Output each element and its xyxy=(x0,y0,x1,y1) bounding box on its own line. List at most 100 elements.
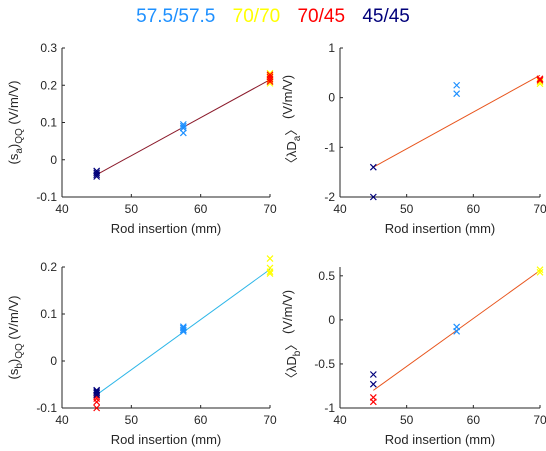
data-point xyxy=(369,163,377,171)
y-axis-label-part: (s xyxy=(6,368,21,379)
y-axis-label-part: 〈λD xyxy=(284,356,299,385)
x-axis-label: Rod insertion (mm) xyxy=(385,432,496,447)
data-point xyxy=(536,266,544,274)
y-axis-label-part: b xyxy=(292,350,303,356)
y-tick-label: 1 xyxy=(328,41,335,55)
y-tick-label: -0.5 xyxy=(314,357,335,371)
y-tick-label: 0 xyxy=(328,91,335,105)
legend-entry-45-45: 45/45 xyxy=(362,6,410,27)
x-axis-label: Rod insertion (mm) xyxy=(111,221,222,236)
x-tick-label: 40 xyxy=(55,202,69,216)
data-point xyxy=(179,327,187,335)
y-tick-label: 0.3 xyxy=(40,41,57,55)
y-tick-label: 0 xyxy=(50,354,57,368)
y-tick-label: 0.2 xyxy=(40,78,57,92)
legend: 57.5/57.5 70/70 70/45 45/45 xyxy=(0,6,546,28)
panel-3: 40 50 60 70 -0.1 0 0.1 0.2 Rod insertion (mm) (sb… xyxy=(6,255,277,447)
data-point xyxy=(369,193,377,201)
data-point xyxy=(93,391,101,399)
x-tick-label: 70 xyxy=(263,413,277,427)
panel-1: 40 50 60 70 -0.1 0 0.1 0.2 0.3 Rod insertion (mm)… xyxy=(6,41,277,236)
fit-line xyxy=(373,74,541,168)
y-axis-label-part: 〈λD xyxy=(284,141,299,170)
y-tick-label: 0.1 xyxy=(40,116,57,130)
x-tick-label: 60 xyxy=(194,202,208,216)
y-axis-label-part: (V/m/V) xyxy=(280,75,295,123)
data-point xyxy=(179,326,187,334)
y-axis-label: 〈λDb〉 (V/m/V) xyxy=(280,290,303,385)
y-tick-label: -1 xyxy=(324,140,335,154)
y-axis-label-part: QQ xyxy=(14,343,25,359)
x-tick-label: 40 xyxy=(333,413,347,427)
data-point xyxy=(93,398,101,406)
data-point xyxy=(369,371,377,378)
data-point xyxy=(93,404,101,412)
data-point xyxy=(266,268,274,276)
y-axis-label-part: ) xyxy=(6,359,21,363)
data-point xyxy=(179,122,187,130)
y-axis-label-part: ) xyxy=(6,144,21,148)
x-tick-label: 50 xyxy=(125,202,139,216)
y-tick-label: 0 xyxy=(328,313,335,327)
y-tick-label: -2 xyxy=(324,190,335,204)
data-point xyxy=(536,78,544,86)
x-tick-label: 60 xyxy=(194,413,208,427)
x-tick-label: 50 xyxy=(400,413,414,427)
x-tick-label: 60 xyxy=(467,202,481,216)
data-point xyxy=(536,268,544,276)
data-point xyxy=(369,398,377,406)
fit-line xyxy=(373,270,541,391)
y-axis-label-part: a xyxy=(292,135,303,141)
y-axis-label: (sb)QQ (V/m/V) xyxy=(6,296,25,380)
x-tick-label: 50 xyxy=(400,202,414,216)
x-tick-label: 40 xyxy=(333,202,347,216)
data-point xyxy=(266,270,274,278)
y-tick-label: -1 xyxy=(324,401,335,415)
x-tick-label: 70 xyxy=(533,202,546,216)
data-point xyxy=(453,90,461,98)
x-tick-label: 70 xyxy=(533,413,546,427)
x-axis-label: Rod insertion (mm) xyxy=(385,221,496,236)
x-tick-label: 60 xyxy=(467,413,481,427)
legend-entry-57-5: 57.5/57.5 xyxy=(136,6,216,27)
data-point xyxy=(536,76,544,84)
legend-entry-70-45: 70/45 xyxy=(297,6,346,27)
data-point xyxy=(93,389,101,397)
data-point xyxy=(453,327,461,335)
y-axis-label-part: (V/m/V) xyxy=(6,296,21,344)
panel-4: 40 50 60 70 -1 -0.5 0 0.5 Rod insertion (mm) 〈λDb… xyxy=(280,266,546,447)
y-tick-label: -0.1 xyxy=(36,190,57,204)
data-point xyxy=(93,171,101,179)
data-point xyxy=(536,75,544,83)
x-tick-label: 50 xyxy=(125,413,139,427)
y-tick-label: 0.5 xyxy=(318,269,335,283)
data-point xyxy=(93,173,101,180)
y-axis-label-part: 〉 xyxy=(284,123,299,136)
panel-2: 40 50 60 70 -2 -1 0 1 Rod insertion (mm) 〈λDa〉 (V… xyxy=(280,41,546,236)
y-tick-label: 0 xyxy=(50,153,57,167)
y-axis-label-part: (s xyxy=(6,153,21,164)
data-point xyxy=(266,75,274,83)
data-point xyxy=(179,129,187,137)
y-tick-label: 0.1 xyxy=(40,307,57,321)
y-axis-label: 〈λDa〉 (V/m/V) xyxy=(280,75,303,170)
y-axis-label-part: a xyxy=(14,148,25,154)
y-axis-label-part: (V/m/V) xyxy=(280,290,295,338)
y-axis-label-part: b xyxy=(14,363,25,369)
y-axis-label-part: (V/m/V) xyxy=(6,81,21,129)
data-point xyxy=(266,255,274,262)
x-axis-label: Rod insertion (mm) xyxy=(111,432,222,447)
data-point xyxy=(369,380,377,388)
y-tick-label: 0.2 xyxy=(40,260,57,274)
x-tick-label: 40 xyxy=(55,413,69,427)
x-tick-label: 70 xyxy=(263,202,277,216)
y-tick-label: -0.1 xyxy=(36,401,57,415)
data-point xyxy=(453,81,461,89)
fit-line xyxy=(96,79,271,176)
y-axis-label: (sa)QQ (V/m/V) xyxy=(6,81,25,165)
legend-entry-70-70: 70/70 xyxy=(232,6,281,27)
data-point xyxy=(266,78,274,85)
y-axis-label-part: 〉 xyxy=(284,338,299,351)
y-axis-label-part: QQ xyxy=(14,128,25,144)
